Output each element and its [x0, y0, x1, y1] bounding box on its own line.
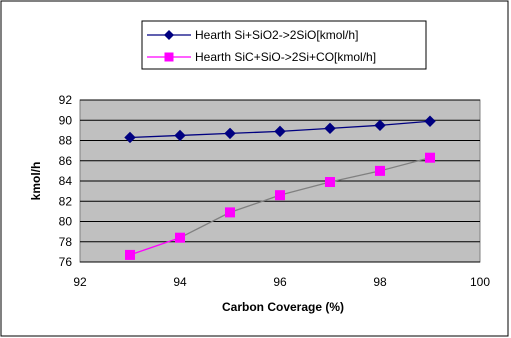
series-line-segment	[129, 134, 181, 139]
data-point-diamond	[374, 119, 386, 132]
y-tick-label: 92	[59, 93, 73, 107]
x-tick-label: 96	[273, 275, 287, 289]
series-1	[124, 115, 436, 144]
series-line-segment	[329, 170, 381, 183]
series-line-segment	[329, 124, 381, 129]
y-tick-label: 90	[59, 113, 73, 127]
y-tick-label: 86	[59, 154, 73, 168]
series-layer	[124, 115, 436, 260]
y-tick-labels: 76 78 80 82 84 86 88 90 92	[59, 93, 73, 269]
x-tick-label: 100	[470, 275, 490, 289]
legend-marker-diamond	[164, 30, 174, 40]
data-point-square	[225, 207, 235, 218]
y-tick-label: 78	[59, 235, 73, 249]
series-line-segment	[379, 120, 431, 126]
series-line-segment	[229, 194, 281, 214]
data-point-diamond	[124, 131, 136, 144]
data-point-diamond	[174, 129, 186, 142]
series-line-segment	[129, 237, 181, 256]
legend-marker-square	[164, 52, 174, 62]
series-line-segment	[179, 211, 231, 239]
series-line-segment	[279, 127, 331, 133]
y-tick-label: 76	[59, 255, 73, 269]
series-2	[125, 152, 435, 260]
legend-item-2: Hearth SiC+SiO->2Si+CO[kmol/h]	[147, 50, 376, 64]
x-tick-label: 94	[173, 275, 187, 289]
x-axis-title: Carbon Coverage (%)	[222, 300, 344, 314]
gridlines	[80, 99, 480, 263]
data-point-diamond	[274, 125, 286, 138]
legend-box	[141, 20, 427, 70]
y-tick-label: 82	[59, 194, 73, 208]
y-tick-label: 84	[59, 174, 73, 188]
data-point-square	[125, 249, 135, 260]
data-point-square	[425, 152, 435, 163]
data-point-square	[325, 177, 335, 188]
y-axis-title: kmol/h	[29, 162, 43, 201]
data-point-diamond	[424, 115, 436, 127]
legend-label: Hearth Si+SiO2->2SiO[kmol/h]	[195, 28, 358, 42]
data-point-diamond	[224, 127, 236, 140]
x-tick-label: 92	[73, 275, 87, 289]
series-line-segment	[229, 130, 281, 135]
y-tick-label: 88	[59, 134, 73, 148]
series-line-segment	[379, 157, 431, 172]
data-point-diamond	[324, 122, 336, 135]
series-line-segment	[279, 181, 331, 196]
x-tick-labels: 92 94 96 98 100	[73, 275, 490, 289]
data-point-square	[175, 232, 185, 243]
legend-item-1: Hearth Si+SiO2->2SiO[kmol/h]	[147, 28, 358, 42]
legend: Hearth Si+SiO2->2SiO[kmol/h] Hearth SiC+S…	[141, 20, 427, 70]
data-point-square	[375, 165, 385, 176]
y-tick-label: 80	[59, 215, 73, 229]
data-point-square	[275, 190, 285, 201]
legend-label: Hearth SiC+SiO->2Si+CO[kmol/h]	[195, 50, 376, 64]
x-tick-label: 98	[373, 275, 387, 289]
series-line-segment	[179, 132, 231, 137]
